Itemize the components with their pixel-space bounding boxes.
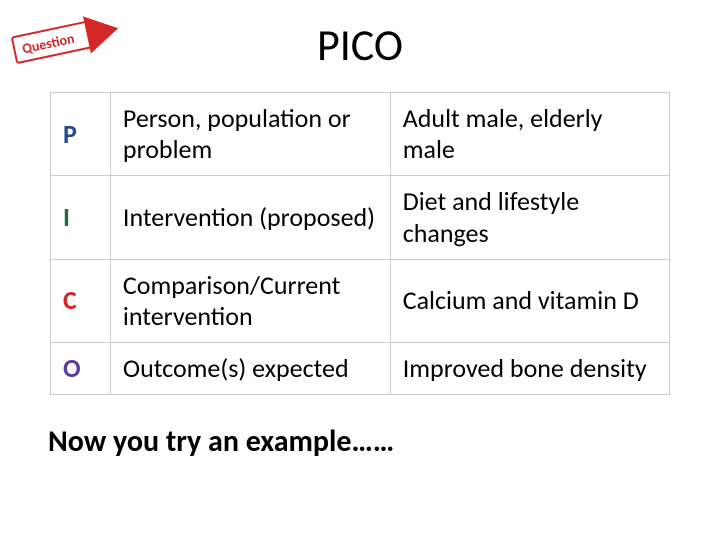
letter-cell: C xyxy=(51,259,111,342)
letter-cell: I xyxy=(51,176,111,259)
desc-cell: Person, population or problem xyxy=(110,93,390,176)
desc-cell: Intervention (proposed) xyxy=(110,176,390,259)
example-cell: Improved bone density xyxy=(390,343,669,395)
example-cell: Diet and lifestyle changes xyxy=(390,176,669,259)
table-row: P Person, population or problem Adult ma… xyxy=(51,93,670,176)
letter-cell: O xyxy=(51,343,111,395)
pico-table-body: P Person, population or problem Adult ma… xyxy=(51,93,670,395)
example-cell: Adult male, elderly male xyxy=(390,93,669,176)
table-row: C Comparison/Current intervention Calciu… xyxy=(51,259,670,342)
table-row: O Outcome(s) expected Improved bone dens… xyxy=(51,343,670,395)
letter-cell: P xyxy=(51,93,111,176)
example-cell: Calcium and vitamin D xyxy=(390,259,669,342)
footer-text: Now you try an example…… xyxy=(0,423,720,460)
question-badge: Question xyxy=(8,12,128,72)
table-row: I Intervention (proposed) Diet and lifes… xyxy=(51,176,670,259)
desc-cell: Comparison/Current intervention xyxy=(110,259,390,342)
desc-cell: Outcome(s) expected xyxy=(110,343,390,395)
pico-table: P Person, population or problem Adult ma… xyxy=(50,92,670,395)
